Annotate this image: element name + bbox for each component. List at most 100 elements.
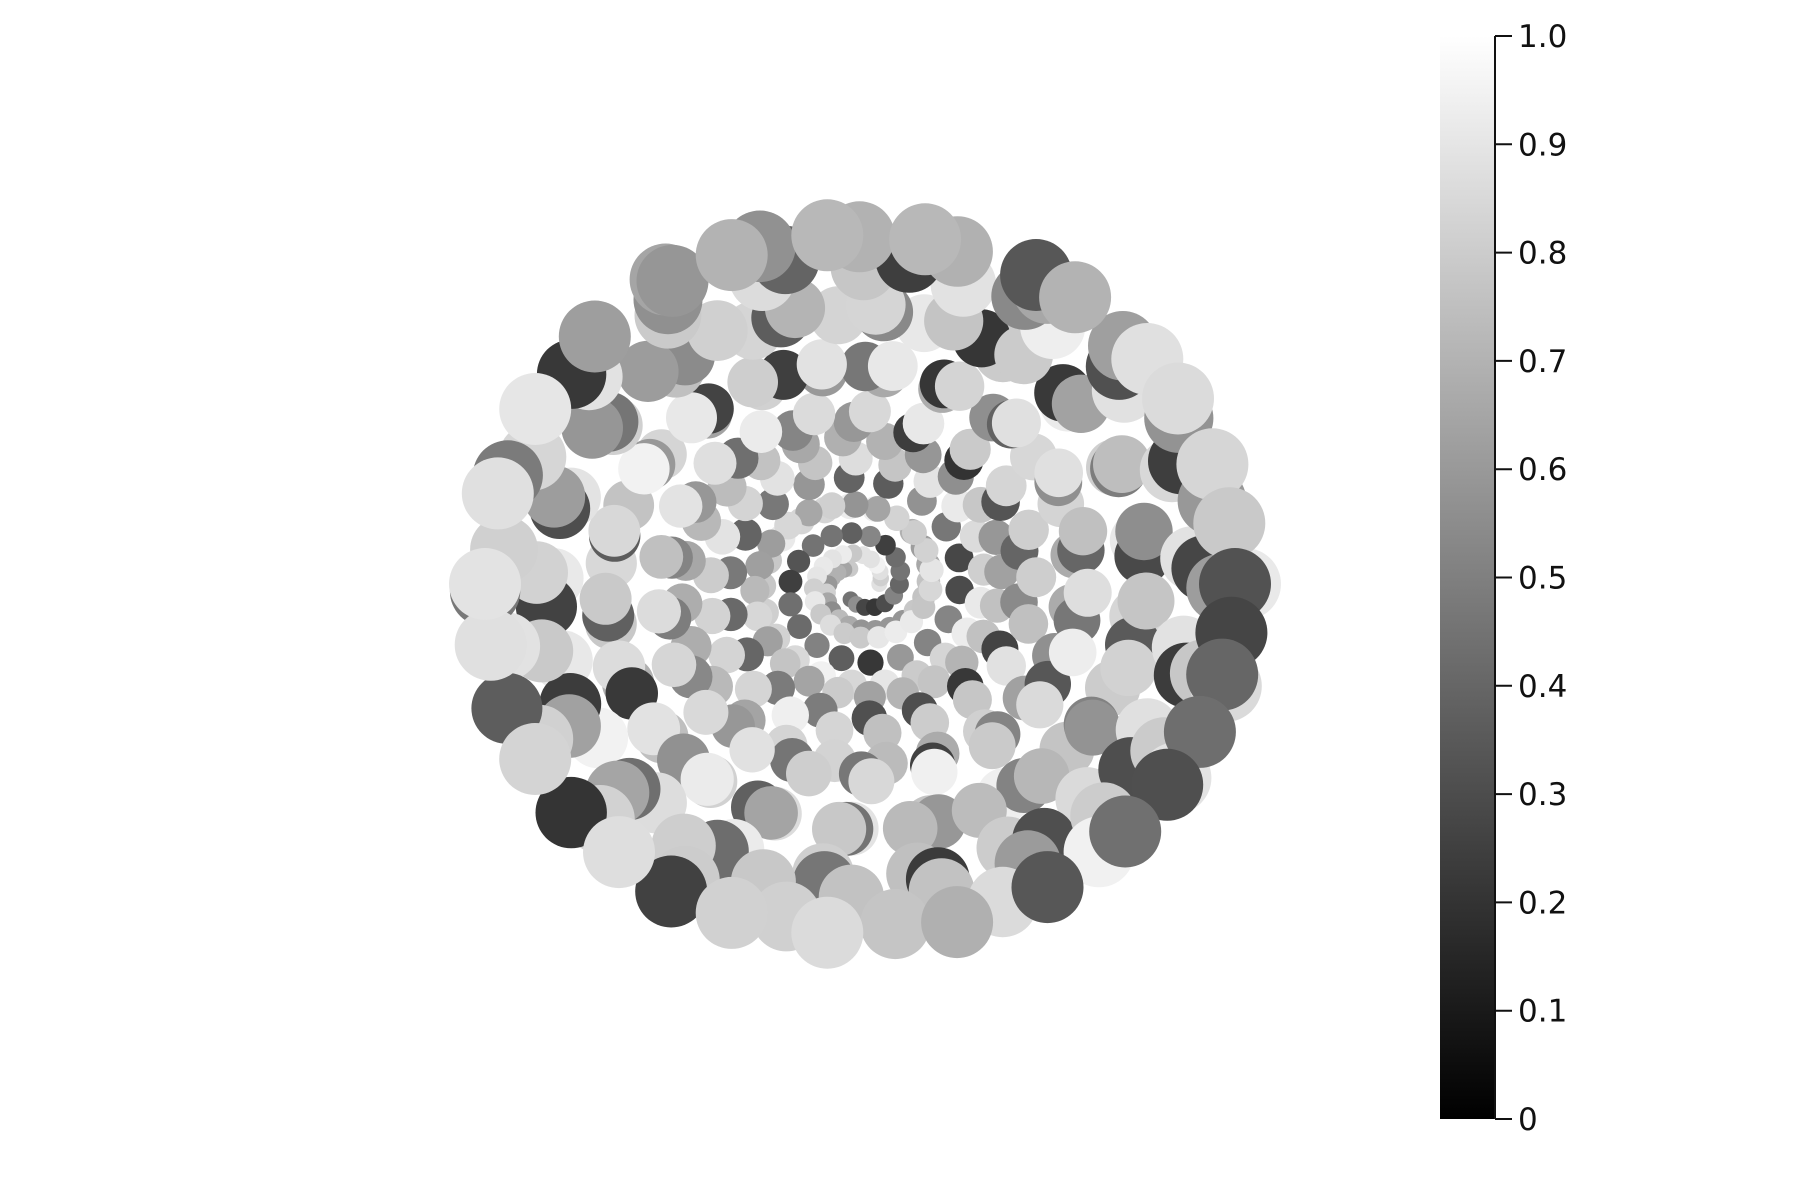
scatter-point — [499, 373, 572, 445]
scatter-point — [849, 626, 872, 649]
colorbar: 1.0 0.9 0.8 0.7 0.6 0.5 0.4 0.3 0.2 0.1 0 — [1440, 19, 1567, 1138]
scatter-point — [683, 689, 729, 735]
scatter-point — [659, 484, 703, 528]
scatter-point — [1016, 557, 1057, 598]
scatter-plot — [449, 199, 1281, 969]
scatter-point — [1093, 435, 1151, 493]
scatter-point — [1039, 261, 1112, 334]
scatter-point — [499, 723, 572, 795]
scatter-point — [635, 855, 708, 928]
colorbar-tick-label: 0.5 — [1518, 561, 1567, 597]
scatter-point — [588, 504, 641, 557]
scatter-point — [911, 748, 958, 796]
scatter-point — [917, 665, 951, 699]
scatter-point — [949, 428, 991, 470]
scatter-point — [729, 727, 775, 773]
scatter-point — [919, 557, 944, 583]
scatter-point — [1186, 638, 1259, 711]
scatter-point — [680, 752, 734, 806]
scatter-point — [1176, 428, 1249, 501]
scatter-point — [757, 529, 786, 558]
scatter-point — [867, 626, 890, 649]
scatter-point — [579, 572, 632, 625]
scatter-point — [787, 614, 812, 639]
colorbar-tick-label: 0.8 — [1518, 236, 1567, 272]
colorbar-tick-label: 0 — [1518, 1102, 1538, 1138]
scatter-point — [756, 488, 789, 521]
scatter-point — [636, 244, 709, 317]
scatter-point — [857, 649, 884, 676]
scatter-point — [793, 665, 825, 697]
scatter-point — [617, 340, 679, 402]
scatter-point — [1064, 699, 1121, 756]
scatter-point — [818, 492, 846, 520]
scatter-point — [727, 356, 778, 408]
scatter-point — [902, 402, 945, 445]
colorbar-tick-label: 0.7 — [1518, 344, 1567, 380]
scatter-point — [461, 457, 534, 530]
scatter-point — [1142, 362, 1214, 435]
scatter-point — [991, 398, 1041, 448]
scatter-point — [694, 597, 731, 635]
colorbar-gradient — [1440, 36, 1494, 1119]
scatter-point — [740, 575, 770, 606]
scatter-point — [1193, 487, 1266, 560]
scatter-point — [918, 577, 943, 602]
scatter-point — [786, 750, 832, 797]
scatter-point — [535, 776, 607, 849]
scatter-point — [863, 713, 902, 753]
colorbar-tick-label: 0.1 — [1518, 994, 1567, 1030]
scatter-point — [695, 219, 768, 292]
scatter-point — [1034, 448, 1083, 498]
scatter-point — [867, 341, 918, 391]
scatter-point — [1011, 851, 1084, 924]
scatter-point — [771, 696, 809, 734]
scatter-point — [745, 551, 775, 581]
scatter-point — [944, 543, 974, 573]
scatter-point — [882, 801, 938, 856]
scatter-point — [848, 390, 891, 433]
colorbar-tick-label: 1.0 — [1518, 19, 1567, 55]
scatter-point — [815, 711, 854, 750]
scatter-point — [795, 499, 823, 527]
scatter-point — [774, 511, 802, 540]
scatter-point — [639, 535, 684, 579]
scatter-point — [739, 410, 783, 454]
scatter-point — [561, 397, 623, 459]
scatter-point — [666, 392, 717, 444]
scatter-point — [934, 361, 985, 411]
scatter-point — [686, 300, 748, 361]
scatter-point — [901, 520, 927, 546]
scatter-point — [884, 505, 910, 531]
scatter-point — [618, 443, 670, 495]
scatter-point — [1163, 695, 1236, 768]
scatter-point — [1008, 509, 1049, 550]
scatter-point — [828, 645, 855, 672]
scatter-point — [787, 549, 811, 573]
scatter-point — [848, 758, 895, 805]
scatter-point — [1058, 507, 1108, 556]
scatter-point — [986, 646, 1026, 686]
colorbar-tick-label: 0.6 — [1518, 452, 1567, 488]
scatter-point — [651, 642, 697, 688]
scatter-point — [1008, 604, 1049, 644]
scatter-point — [636, 589, 682, 634]
scatter-point — [454, 608, 527, 681]
scatter-point — [1016, 681, 1064, 729]
scatter-point — [792, 392, 836, 436]
scatter-point — [796, 339, 847, 390]
scatter-point — [840, 522, 863, 544]
scatter-point — [695, 876, 768, 949]
scatter-point — [859, 525, 881, 548]
scatter-point — [734, 670, 772, 708]
scatter-point — [860, 888, 931, 960]
colorbar-tick-label: 0.3 — [1518, 777, 1567, 813]
scatter-point — [801, 534, 825, 557]
scatter-point — [820, 524, 843, 548]
scatter-point — [583, 816, 655, 889]
colorbar-tick-label: 0.9 — [1518, 127, 1567, 163]
scatter-point — [1089, 795, 1162, 868]
scatter-point — [889, 203, 962, 276]
scatter-point — [968, 722, 1016, 770]
